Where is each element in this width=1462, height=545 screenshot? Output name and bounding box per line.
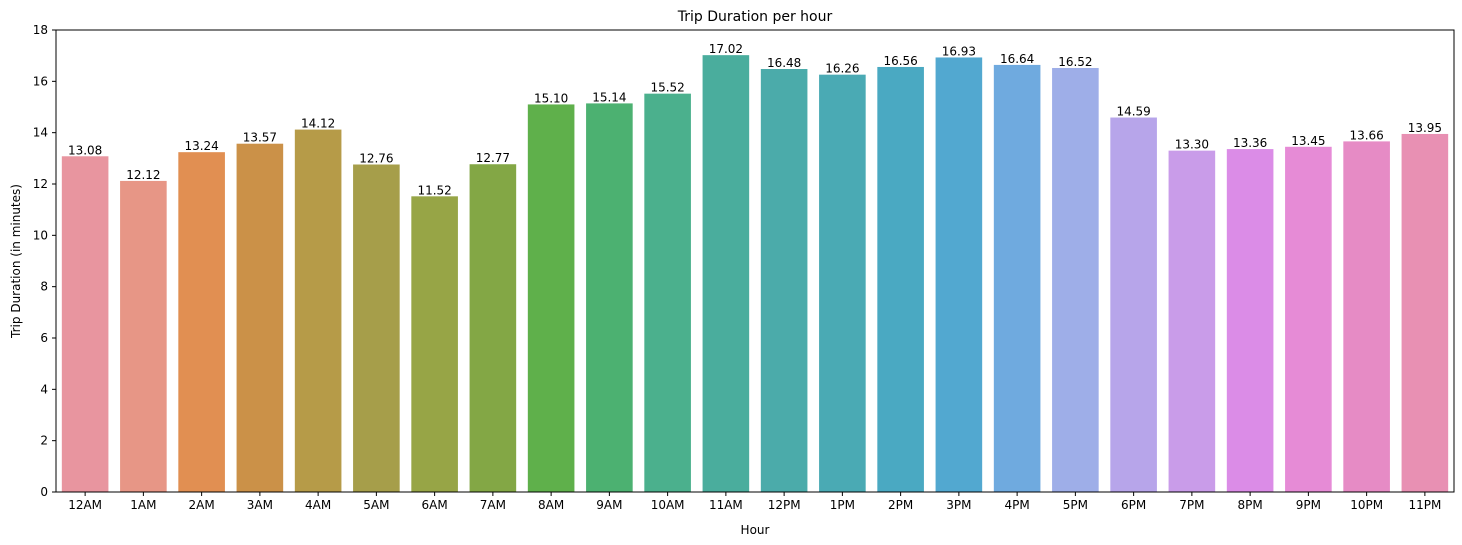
data-label: 17.02 [709,42,743,56]
bar-7PM [1168,150,1216,492]
data-label: 12.77 [476,151,510,165]
y-axis-label: Trip Duration (in minutes) [9,184,23,339]
bar-10PM [1343,141,1390,493]
x-tick-label: 5PM [1063,498,1088,512]
x-tick-label: 1PM [830,498,855,512]
bar-9AM [586,103,633,492]
bar-11AM [702,55,750,493]
bar-3PM [935,57,983,493]
y-tick-label: 8 [40,280,48,294]
data-label: 13.30 [1175,138,1209,152]
y-tick-label: 0 [40,485,48,499]
x-tick-label: 5AM [363,498,389,512]
data-label: 13.36 [1233,136,1267,150]
y-tick-label: 2 [40,434,48,448]
bar-4AM [294,129,342,492]
x-tick-label: 12AM [68,498,102,512]
bar-5PM [1052,67,1099,492]
data-label: 13.45 [1291,134,1325,148]
bar-9PM [1285,146,1332,493]
bar-8AM [527,104,575,492]
x-tick-label: 7PM [1179,498,1204,512]
x-tick-label: 6PM [1121,498,1146,512]
x-tick-label: 2AM [189,498,215,512]
bar-1PM [819,74,866,492]
x-axis: 12AM 1AM 2AM 3AM 4AM 5AM 6AM 7AM 8AM 9AM 10AM 11AM 1… [68,492,1441,512]
x-tick-label: 9PM [1296,498,1321,512]
data-label: 11.52 [417,183,451,197]
y-tick-label: 12 [33,177,48,191]
x-tick-label: 11PM [1408,498,1441,512]
data-label: 12.76 [359,151,393,165]
x-tick-label: 2PM [888,498,913,512]
data-labels: 13.08 12.12 13.24 13.57 14.12 12.76 11.52 12.77… [68,42,1442,197]
y-tick-label: 14 [33,126,48,140]
data-label: 16.93 [942,44,976,58]
chart-title: Trip Duration per hour [677,9,833,25]
bar-6AM [411,196,458,492]
x-tick-label: 11AM [709,498,743,512]
bar-7AM [469,164,517,492]
data-label: 12.12 [126,168,160,182]
data-label: 14.59 [1116,105,1150,119]
bar-4PM [993,64,1041,492]
plot-frame [55,29,1455,493]
data-label: 16.48 [767,56,801,70]
bar-12AM [61,156,109,492]
x-tick-label: 3PM [946,498,971,512]
data-label: 16.64 [1000,52,1034,66]
bar-1AM [120,180,167,493]
y-tick-label: 6 [40,331,48,345]
data-label: 13.66 [1349,128,1383,142]
x-tick-label: 8PM [1238,498,1263,512]
data-label: 16.52 [1058,55,1092,69]
bars [61,55,1449,493]
x-tick-label: 3AM [247,498,273,512]
bar-3AM [236,143,284,492]
data-label: 15.14 [592,90,626,104]
x-tick-label: 4PM [1005,498,1030,512]
x-tick-label: 9AM [596,498,622,512]
x-tick-label: 12PM [768,498,801,512]
data-label: 13.08 [68,143,102,157]
y-tick-label: 16 [33,74,48,88]
x-tick-label: 4AM [305,498,331,512]
bar-11PM [1401,133,1449,492]
y-axis: 0 2 4 6 8 10 12 14 16 18 [33,23,56,499]
x-tick-label: 8AM [538,498,564,512]
y-tick-label: 18 [33,23,48,37]
y-tick-label: 10 [33,228,48,242]
x-tick-label: 10AM [651,498,685,512]
bar-12PM [760,69,808,492]
x-axis-label: Hour [741,523,770,537]
bar-5AM [353,164,400,492]
data-label: 15.52 [650,81,684,95]
x-tick-label: 6AM [422,498,448,512]
data-label: 16.56 [883,54,917,68]
data-label: 13.57 [243,131,277,145]
x-tick-label: 10PM [1350,498,1383,512]
bar-2PM [877,66,924,493]
data-label: 13.95 [1408,121,1442,135]
x-tick-label: 1AM [130,498,156,512]
data-label: 16.26 [825,62,859,76]
data-label: 14.12 [301,117,335,131]
bar-8PM [1226,149,1274,493]
data-label: 15.10 [534,91,568,105]
bar-2AM [178,152,225,492]
y-tick-label: 4 [40,382,48,396]
x-tick-label: 7AM [480,498,506,512]
bar-6PM [1110,117,1157,493]
data-label: 13.24 [184,139,218,153]
bar-10AM [644,93,691,493]
